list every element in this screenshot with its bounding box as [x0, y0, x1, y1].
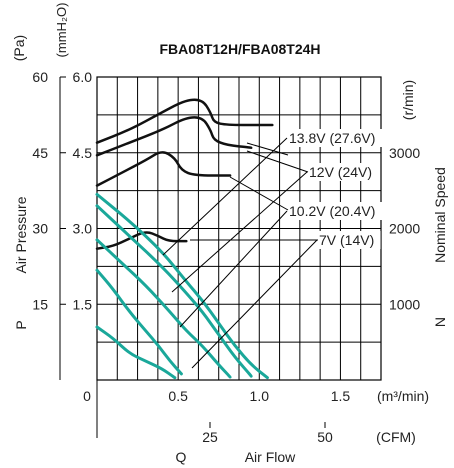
annotation-label: 12V (24V) — [309, 164, 372, 180]
flow-m3-unit: (m³/min) — [377, 388, 429, 404]
mmh2o-tick-label: 3.0 — [73, 221, 93, 237]
flow-m3-tick-label: 0.5 — [168, 388, 188, 404]
annotation-leaders — [162, 129, 387, 369]
speed-curve-8 — [95, 268, 183, 376]
cfm-unit: (CFM) — [376, 429, 416, 445]
pa-unit: (Pa) — [11, 35, 27, 61]
mmh2o-tick-label: 6.0 — [73, 69, 93, 85]
cfm-tick-label: 50 — [317, 429, 333, 445]
flow-m3-tick-label: 1.5 — [331, 388, 351, 404]
mmh2o-tick-label: 1.5 — [73, 296, 93, 312]
speed-symbol: N — [432, 317, 448, 327]
grid — [59, 76, 382, 438]
annotation-leader — [229, 176, 289, 211]
flow-symbol: Q — [176, 449, 187, 465]
speed-curve-6 — [95, 204, 253, 378]
annotation-bg — [287, 202, 387, 220]
flow-m3-tick-label: 0 — [83, 388, 91, 404]
pressure-curve-1 — [95, 98, 274, 144]
chart-title: FBA08T12H/FBA08T24H — [159, 41, 320, 57]
speed-label: Nominal Speed — [432, 167, 448, 263]
pa-tick-label: 60 — [32, 69, 48, 85]
speed-curve-9 — [95, 325, 177, 380]
pressure-curve-2 — [95, 116, 253, 157]
pa-tick-label: 30 — [32, 221, 48, 237]
pressure-label: Air Pressure — [13, 196, 29, 273]
plot-frame — [96, 76, 382, 381]
mmh2o-unit: (mmH₂O) — [54, 3, 69, 58]
annotation-bg — [287, 129, 387, 147]
series-layer — [95, 98, 274, 380]
speed-tick-label: 3000 — [389, 145, 420, 161]
annotation-leader — [191, 239, 318, 369]
annotation-bg — [317, 231, 381, 249]
annotation-label: 10.2V (20.4V) — [289, 203, 375, 219]
text-layer: FBA08T12H/FBA08T24H 60 45 30 15 6.0 4.5 3.0 1.5… — [11, 3, 448, 465]
annotation-leader — [162, 137, 288, 256]
pa-tick-label: 45 — [32, 145, 48, 161]
flow-m3-tick-label: 1.0 — [250, 388, 270, 404]
annotation-label: 7V (14V) — [319, 232, 374, 248]
pa-tick-label: 15 — [32, 296, 48, 312]
speed-curve-5 — [95, 192, 269, 380]
annotation-leader — [246, 142, 289, 156]
speed-tick-label: 1000 — [389, 296, 420, 312]
annotation-leader — [246, 150, 309, 173]
speed-tick-label: 2000 — [389, 221, 420, 237]
mmh2o-tick-label: 4.5 — [73, 145, 93, 161]
annotation-leader — [179, 210, 288, 328]
cfm-tick-label: 25 — [202, 429, 218, 445]
flow-label: Air Flow — [245, 449, 296, 465]
annotation-bg — [307, 163, 378, 181]
speed-unit: (r/min) — [400, 80, 416, 120]
speed-curve-7 — [95, 238, 232, 379]
pressure-symbol: P — [13, 320, 29, 329]
pressure-curve-3 — [95, 151, 232, 187]
annotation-leader — [171, 171, 308, 293]
annotation-label: 13.8V (27.6V) — [289, 130, 375, 146]
